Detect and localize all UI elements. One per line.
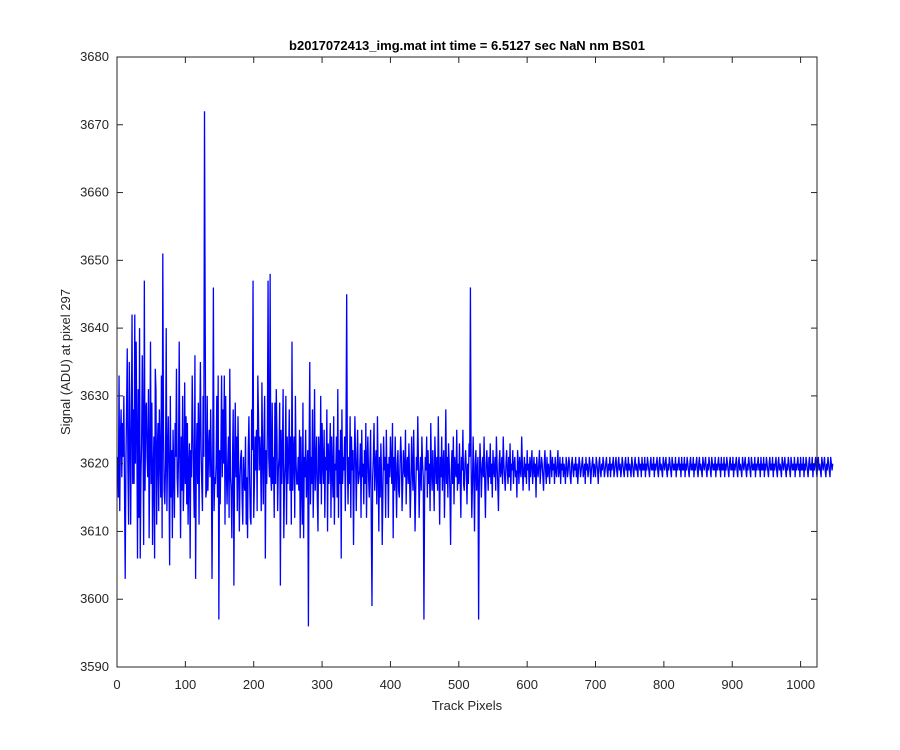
x-tick-label: 1000 (786, 677, 815, 692)
x-tick-label: 700 (585, 677, 607, 692)
y-tick-label: 3600 (80, 591, 109, 606)
x-axis-label: Track Pixels (432, 698, 503, 713)
y-tick-label: 3620 (80, 456, 109, 471)
x-tick-label: 600 (516, 677, 538, 692)
chart-title: b2017072413_img.mat int time = 6.5127 se… (289, 38, 645, 53)
series-layer (117, 111, 834, 627)
y-tick-label: 3660 (80, 185, 109, 200)
plot-area (117, 57, 817, 667)
y-tick-label: 3630 (80, 388, 109, 403)
y-tick-label: 3670 (80, 117, 109, 132)
y-tick-label: 3680 (80, 49, 109, 64)
y-tick-label: 3610 (80, 523, 109, 538)
x-tick-label: 500 (448, 677, 470, 692)
x-tick-label: 100 (175, 677, 197, 692)
x-tick-label: 200 (243, 677, 265, 692)
axes-box (116, 56, 818, 668)
series-line (117, 111, 834, 627)
y-tick-label: 3650 (80, 252, 109, 267)
x-axis-ticks: 0 100 200 300 400 500 600 700 800 900 1000 (113, 57, 815, 692)
x-tick-label: 900 (721, 677, 743, 692)
y-axis-label: Signal (ADU) at pixel 297 (58, 289, 73, 435)
x-tick-label: 800 (653, 677, 675, 692)
y-axis-ticks: 3590 3600 3610 3620 3630 3640 3650 3660 3670 3680 (80, 49, 817, 674)
x-tick-label: 300 (311, 677, 333, 692)
x-tick-label: 400 (380, 677, 402, 692)
y-tick-label: 3590 (80, 659, 109, 674)
y-tick-label: 3640 (80, 320, 109, 335)
x-tick-label: 0 (113, 677, 120, 692)
